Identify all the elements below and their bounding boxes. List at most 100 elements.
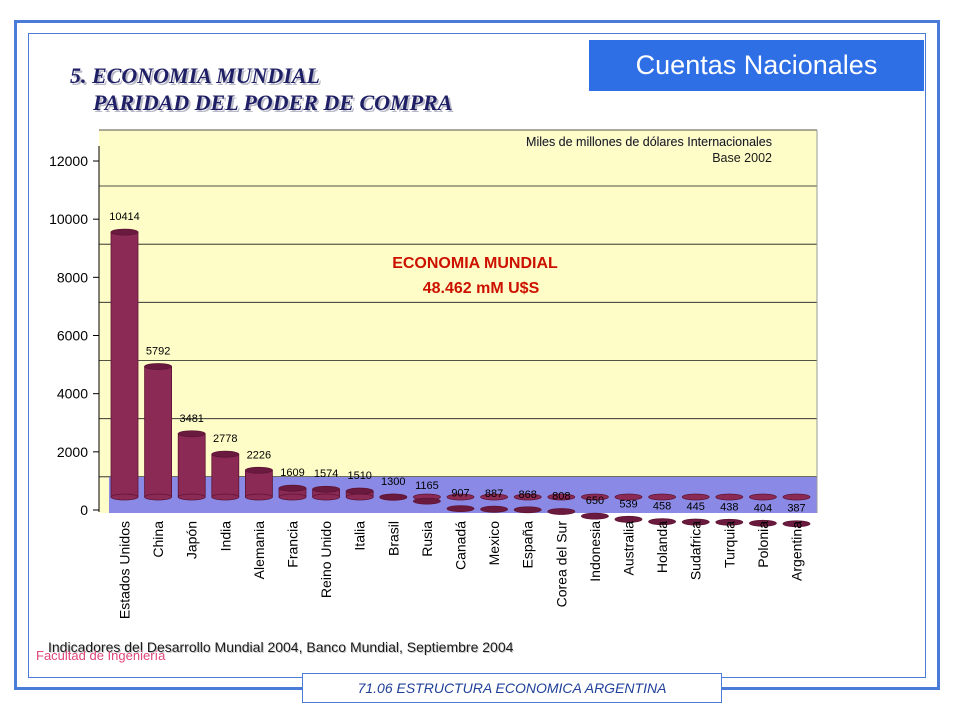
data-label: 5792 (146, 346, 170, 358)
title-line-2: PARIDAD DEL PODER DE COMPRA (93, 90, 453, 115)
source-note: Indicadores del Desarrollo Mundial 2004,… (48, 639, 514, 655)
bar-base (177, 493, 206, 501)
bar-top (177, 430, 206, 438)
bar (211, 453, 240, 498)
y-tick-label: 8000 (57, 269, 88, 285)
bar (244, 469, 273, 498)
y-tick-label: 4000 (57, 386, 88, 402)
bar-base (681, 493, 710, 501)
bars: 10414 5792 3481 2778 2226 1609 1574 1510 1300 116… (109, 211, 811, 528)
y-axis: 0 2000 4000 6000 8000 10000 12000 (49, 153, 99, 518)
data-label: 3481 (179, 413, 203, 425)
data-label: 1300 (381, 476, 405, 488)
bar-base (144, 493, 172, 501)
y-tick-label: 12000 (49, 153, 88, 169)
bar-base (345, 493, 374, 501)
units-label-line-2: Base 2002 (712, 151, 772, 165)
y-tick-label: 6000 (57, 328, 88, 344)
x-tick-label: Turquia (721, 521, 737, 568)
bar-top (110, 228, 139, 236)
x-tick-label: Argentina (789, 521, 805, 581)
data-label: 539 (619, 498, 637, 510)
title-line-1: 5. ECONOMIA MUNDIAL (70, 63, 320, 88)
data-label: 1510 (347, 470, 371, 482)
bar-base (749, 493, 777, 501)
bar-group: 1574 (312, 468, 341, 501)
x-tick-label: Holanda (654, 521, 670, 573)
data-label: 808 (552, 491, 570, 503)
x-tick-label: Reino Unido (318, 521, 334, 598)
bar-base (244, 493, 273, 501)
page-title: 5. ECONOMIA MUNDIAL PARIDAD DEL PODER DE… (70, 62, 452, 116)
bar-group: 1300 (379, 476, 408, 501)
data-label: 387 (787, 503, 805, 515)
bar-base (547, 493, 576, 501)
bar-top (782, 520, 811, 528)
bar-group: 907 (446, 488, 475, 513)
bar-base (782, 493, 811, 501)
section-badge: Cuentas Nacionales (589, 40, 924, 91)
bar-top (547, 508, 576, 515)
x-tick-label: España (520, 521, 536, 569)
data-label: 438 (720, 501, 738, 513)
bar-group: 650 (581, 493, 609, 520)
data-label: 2226 (247, 449, 271, 461)
data-label: 887 (485, 488, 503, 500)
x-tick-label: Corea del Sur (553, 521, 569, 608)
x-tick-label: Francia (285, 521, 301, 568)
faculty-label: Facultad de Ingeniería (36, 648, 166, 663)
plot-background (99, 130, 817, 513)
x-tick-label: Canadá (453, 521, 469, 570)
bar-chart: 0 2000 4000 6000 8000 10000 12000 10414 5792 348… (49, 129, 818, 619)
data-label: 868 (519, 489, 537, 501)
bar-base (581, 493, 609, 501)
bar-base (312, 493, 341, 501)
bar-top (715, 518, 744, 526)
bar-group: 887 (480, 488, 509, 513)
data-label: 404 (754, 502, 772, 514)
y-tick-label: 10000 (49, 211, 88, 227)
x-tick-label: Polonia (755, 521, 771, 568)
bar-top (345, 487, 374, 495)
bar-top (144, 363, 172, 370)
x-tick-label: India (217, 521, 233, 552)
bar-group: 438 (715, 493, 744, 526)
data-label: 1165 (415, 480, 439, 492)
bar-group: 445 (681, 493, 710, 526)
bar-group: 1510 (345, 470, 374, 501)
bar-base (648, 493, 676, 501)
bar-top (749, 519, 777, 527)
annotation-line-2: 48.462 mM U$S (423, 280, 540, 297)
x-tick-label: Japón (184, 521, 200, 559)
bar-base (446, 493, 475, 501)
bar-top (513, 506, 542, 514)
gridlines (99, 129, 817, 478)
units-label-line-1: Miles de millones de dólares Internacion… (526, 135, 772, 149)
course-footer: 71.06 ESTRUCTURA ECONOMICA ARGENTINA (302, 673, 722, 703)
bar-top (446, 505, 475, 513)
bar-base (614, 493, 643, 501)
annotation-line-1: ECONOMIA MUNDIAL (392, 255, 558, 272)
data-label: 445 (687, 501, 705, 513)
bar-base (513, 493, 542, 501)
bar-group: 10414 (109, 211, 140, 501)
x-tick-label: Rusia (419, 521, 435, 557)
x-tick-label: Mexico (486, 521, 502, 566)
bar-top (244, 466, 273, 474)
x-tick-label: Sudafrica (688, 521, 704, 580)
bar (144, 366, 172, 498)
data-label: 650 (586, 495, 604, 507)
data-label: 2778 (213, 433, 237, 445)
bar-group: 404 (749, 493, 777, 527)
bar-group: 808 (547, 491, 576, 515)
bar-group: 387 (782, 493, 811, 528)
bar-base (211, 493, 240, 501)
x-tick-label: Australia (621, 521, 637, 576)
bar-base (715, 493, 744, 501)
x-tick-label: China (150, 521, 166, 558)
x-tick-label: Brasil (385, 521, 401, 556)
bar-group: 539 (614, 493, 643, 523)
bar-base (480, 493, 509, 501)
bar-top (614, 515, 643, 523)
bar-top (312, 485, 341, 493)
